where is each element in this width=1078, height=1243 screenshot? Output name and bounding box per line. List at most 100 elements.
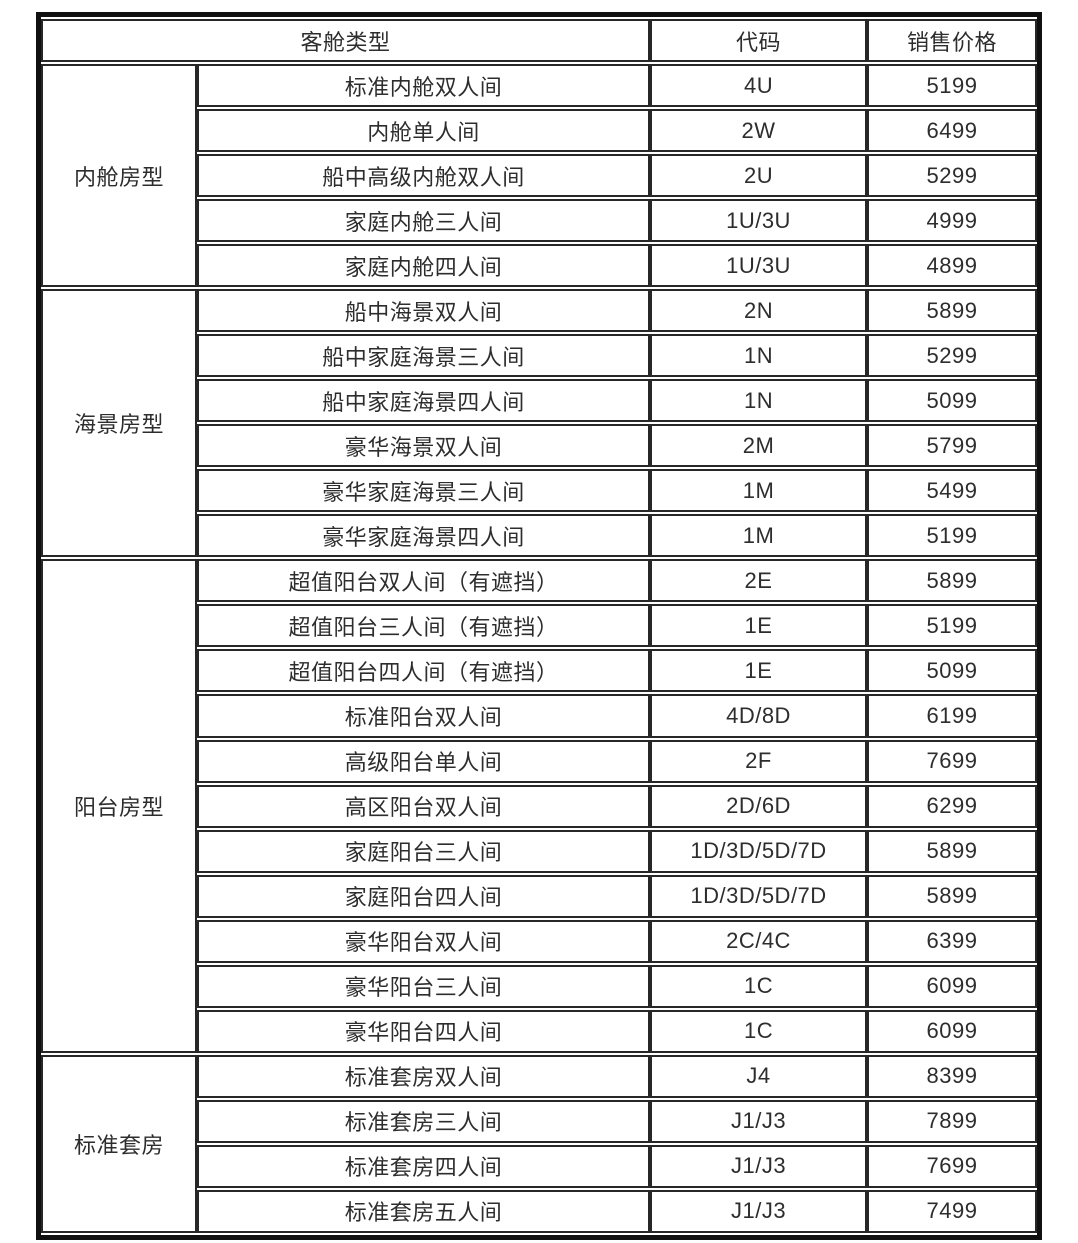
code-cell: 2F (650, 739, 868, 783)
cabin-name-cell: 家庭内舱四人间 (197, 244, 651, 288)
table-row: 豪华阳台四人间 1C 6099 (41, 1009, 1038, 1053)
code-cell: 2E (650, 559, 868, 603)
price-cell: 4999 (867, 199, 1038, 243)
price-cell: 5299 (867, 154, 1038, 198)
cabin-name-cell: 豪华阳台四人间 (197, 1009, 651, 1053)
cabin-name-cell: 豪华海景双人间 (197, 424, 651, 468)
price-cell: 6099 (867, 1009, 1038, 1053)
cabin-name-cell: 家庭内舱三人间 (197, 199, 651, 243)
code-cell: 2W (650, 109, 868, 153)
table-row: 豪华海景双人间 2M 5799 (41, 424, 1038, 468)
price-cell: 6399 (867, 919, 1038, 963)
price-cell: 5899 (867, 874, 1038, 918)
table-row: 高区阳台双人间 2D/6D 6299 (41, 784, 1038, 828)
code-cell: 1E (650, 604, 868, 648)
cabin-name-cell: 豪华家庭海景三人间 (197, 469, 651, 513)
cabin-name-cell: 标准阳台双人间 (197, 694, 651, 738)
price-cell: 6199 (867, 694, 1038, 738)
price-cell: 5499 (867, 469, 1038, 513)
cabin-name-cell: 标准套房双人间 (197, 1054, 651, 1098)
cabin-name-cell: 超值阳台双人间（有遮挡） (197, 559, 651, 603)
cabin-name-cell: 豪华家庭海景四人间 (197, 514, 651, 558)
table-row: 高级阳台单人间 2F 7699 (41, 739, 1038, 783)
price-cell: 7899 (867, 1099, 1038, 1143)
table-header-row: 客舱类型 代码 销售价格 (41, 19, 1038, 63)
code-cell: 1D/3D/5D/7D (650, 829, 868, 873)
cabin-name-cell: 船中家庭海景四人间 (197, 379, 651, 423)
price-cell: 6099 (867, 964, 1038, 1008)
price-cell: 8399 (867, 1054, 1038, 1098)
cabin-name-cell: 超值阳台四人间（有遮挡） (197, 649, 651, 693)
cabin-price-table: 客舱类型 代码 销售价格 内舱房型 标准内舱双人间 4U 5199 内舱单人间 … (36, 12, 1042, 1240)
price-cell: 5899 (867, 829, 1038, 873)
code-cell: J1/J3 (650, 1189, 868, 1233)
code-cell: 1E (650, 649, 868, 693)
code-cell: 1N (650, 379, 868, 423)
group-label-cell: 海景房型 (41, 289, 197, 558)
cabin-name-cell: 标准套房三人间 (197, 1099, 651, 1143)
cabin-name-cell: 超值阳台三人间（有遮挡） (197, 604, 651, 648)
table-row: 豪华阳台双人间 2C/4C 6399 (41, 919, 1038, 963)
header-code: 代码 (650, 19, 868, 63)
price-cell: 5299 (867, 334, 1038, 378)
code-cell: 2N (650, 289, 868, 333)
table-row: 超值阳台三人间（有遮挡） 1E 5199 (41, 604, 1038, 648)
header-cabin-type: 客舱类型 (41, 19, 651, 63)
price-cell: 6299 (867, 784, 1038, 828)
table-row: 内舱房型 标准内舱双人间 4U 5199 (41, 64, 1038, 288)
table-row: 家庭内舱四人间 1U/3U 4899 (41, 244, 1038, 288)
table-row: 船中家庭海景四人间 1N 5099 (41, 379, 1038, 423)
table-row: 豪华阳台三人间 1C 6099 (41, 964, 1038, 1008)
price-cell: 5199 (867, 64, 1038, 108)
code-cell: 2M (650, 424, 868, 468)
table-row: 船中家庭海景三人间 1N 5299 (41, 334, 1038, 378)
cabin-name-cell: 船中海景双人间 (197, 289, 651, 333)
code-cell: J1/J3 (650, 1099, 868, 1143)
table-row: 家庭阳台四人间 1D/3D/5D/7D 5899 (41, 874, 1038, 918)
table-row: 家庭内舱三人间 1U/3U 4999 (41, 199, 1038, 243)
cabin-name-cell: 标准内舱双人间 (197, 64, 651, 108)
cabin-name-cell: 家庭阳台三人间 (197, 829, 651, 873)
code-cell: 1U/3U (650, 244, 868, 288)
code-cell: 1U/3U (650, 199, 868, 243)
cabin-name-cell: 豪华阳台三人间 (197, 964, 651, 1008)
code-cell: 4U (650, 64, 868, 108)
code-cell: 1D/3D/5D/7D (650, 874, 868, 918)
table-row: 标准套房四人间 J1/J3 7699 (41, 1144, 1038, 1188)
code-cell: 2U (650, 154, 868, 198)
header-price: 销售价格 (867, 19, 1038, 63)
code-cell: 1N (650, 334, 868, 378)
table-row: 豪华家庭海景三人间 1M 5499 (41, 469, 1038, 513)
price-cell: 5099 (867, 649, 1038, 693)
price-cell: 7699 (867, 739, 1038, 783)
code-cell: 1M (650, 514, 868, 558)
price-cell: 5199 (867, 604, 1038, 648)
cabin-name-cell: 船中高级内舱双人间 (197, 154, 651, 198)
code-cell: J4 (650, 1054, 868, 1098)
code-cell: 1C (650, 1009, 868, 1053)
table-row: 标准套房 标准套房双人间 J4 8399 (41, 1054, 1038, 1233)
table-row: 内舱单人间 2W 6499 (41, 109, 1038, 153)
cabin-name-cell: 高区阳台双人间 (197, 784, 651, 828)
group-label-cell: 内舱房型 (41, 64, 197, 288)
table-row: 阳台房型 超值阳台双人间（有遮挡） 2E 5899 (41, 559, 1038, 1053)
table-row: 船中高级内舱双人间 2U 5299 (41, 154, 1038, 198)
price-cell: 5199 (867, 514, 1038, 558)
cabin-name-cell: 船中家庭海景三人间 (197, 334, 651, 378)
table-row: 海景房型 船中海景双人间 2N 5899 (41, 289, 1038, 558)
code-cell: J1/J3 (650, 1144, 868, 1188)
code-cell: 4D/8D (650, 694, 868, 738)
cabin-name-cell: 豪华阳台双人间 (197, 919, 651, 963)
code-cell: 1M (650, 469, 868, 513)
table-row: 标准套房五人间 J1/J3 7499 (41, 1189, 1038, 1233)
cabin-name-cell: 家庭阳台四人间 (197, 874, 651, 918)
cabin-name-cell: 标准套房五人间 (197, 1189, 651, 1233)
cabin-name-cell: 高级阳台单人间 (197, 739, 651, 783)
code-cell: 2C/4C (650, 919, 868, 963)
code-cell: 1C (650, 964, 868, 1008)
group-label-cell: 阳台房型 (41, 559, 197, 1053)
price-cell: 5799 (867, 424, 1038, 468)
price-cell: 4899 (867, 244, 1038, 288)
price-table: 客舱类型 代码 销售价格 内舱房型 标准内舱双人间 4U 5199 内舱单人间 … (41, 17, 1038, 1235)
